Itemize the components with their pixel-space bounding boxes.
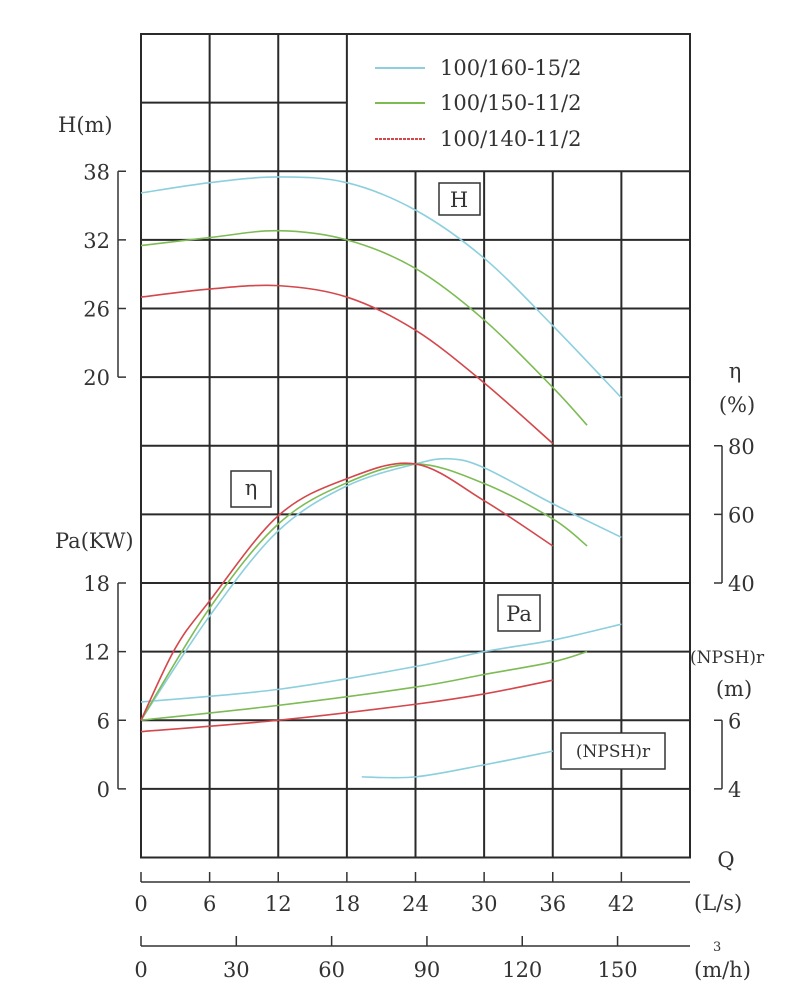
m3h-tick-label: 0 <box>134 958 147 982</box>
curve-H-100-160-15-2 <box>140 176 622 399</box>
ls-tick-label: 6 <box>203 892 216 916</box>
annotation-NPSH: (NPSH)r <box>576 742 651 762</box>
ls-tick-label: 18 <box>334 892 361 916</box>
ls-tick-label: 12 <box>265 892 292 916</box>
Pa-tick-label: 12 <box>83 641 110 665</box>
annotation-eta-box <box>230 470 272 508</box>
annotation-H: H <box>450 188 468 212</box>
annotation-Pa: Pa <box>506 602 532 626</box>
eta-tick-label: 80 <box>728 435 755 459</box>
H-tick-label: 32 <box>83 229 110 253</box>
m3h-tick-label: 30 <box>223 958 250 982</box>
curve-Pa-100-160-15-2 <box>140 623 622 703</box>
H-tick-label: 38 <box>83 160 110 184</box>
eta-axis-label: η <box>729 359 742 383</box>
legend-label-1: 100/150-11/2 <box>440 91 582 115</box>
NPSH-tick-label: 4 <box>728 778 741 802</box>
NPSH-axis-label: (NPSH)r <box>690 648 765 668</box>
Pa-tick-label: 0 <box>97 778 110 802</box>
curve-eta-100-140-11-2 <box>140 462 554 721</box>
legend-label-0: 100/160-15/2 <box>440 56 582 80</box>
curves <box>140 176 622 779</box>
Q-axis-label: Q <box>717 848 734 872</box>
curve-Pa-100-140-11-2 <box>140 679 553 733</box>
legend: 100/160-15/2 100/150-11/2 100/140-11/2 <box>375 56 582 151</box>
ls-tick-label: 36 <box>539 892 566 916</box>
curve-H-100-150-11-2 <box>140 229 588 426</box>
Pa-axis-label: Pa(KW) <box>55 529 134 553</box>
ls-tick-label: 0 <box>134 892 147 916</box>
curve-Pa-100-150-11-2 <box>140 650 588 722</box>
Pa-tick-label: 6 <box>97 709 110 733</box>
ls-tick-label: 24 <box>402 892 429 916</box>
m3h-axis-unit-sup: 3 <box>713 940 721 955</box>
curve-eta-100-160-15-2 <box>140 457 622 721</box>
eta-tick-label: 40 <box>728 572 755 596</box>
Pa-tick-label: 18 <box>83 572 110 596</box>
m3h-tick-label: 150 <box>598 958 638 982</box>
NPSH-axis-unit: (m) <box>716 677 752 701</box>
H-tick-label: 20 <box>83 366 110 390</box>
curve-NPSH-100-160-15-2 <box>361 750 553 779</box>
legend-label-2: 100/140-11/2 <box>440 127 582 151</box>
annotation-NPSH-box <box>560 732 666 770</box>
m3h-tick-label: 120 <box>502 958 542 982</box>
curve-eta-100-150-11-2 <box>140 463 588 721</box>
m3h-tick-label: 60 <box>318 958 345 982</box>
ls-tick-label: 30 <box>471 892 498 916</box>
H-tick-label: 26 <box>83 298 110 322</box>
eta-axis-unit: (%) <box>719 393 755 417</box>
NPSH-tick-label: 6 <box>728 709 741 733</box>
curve-H-100-140-11-2 <box>140 284 554 445</box>
eta-tick-label: 60 <box>728 503 755 527</box>
grid <box>140 33 691 859</box>
m3h-tick-label: 90 <box>414 958 441 982</box>
m3h-axis-unit: (m/h) <box>694 958 751 982</box>
annotation-eta: η <box>245 476 258 500</box>
ls-tick-label: 42 <box>608 892 635 916</box>
H-axis-label: H(m) <box>58 113 113 137</box>
annotation-H-box <box>438 182 481 216</box>
annotation-Pa-box <box>497 594 541 632</box>
ls-axis-unit: (L/s) <box>694 891 742 915</box>
